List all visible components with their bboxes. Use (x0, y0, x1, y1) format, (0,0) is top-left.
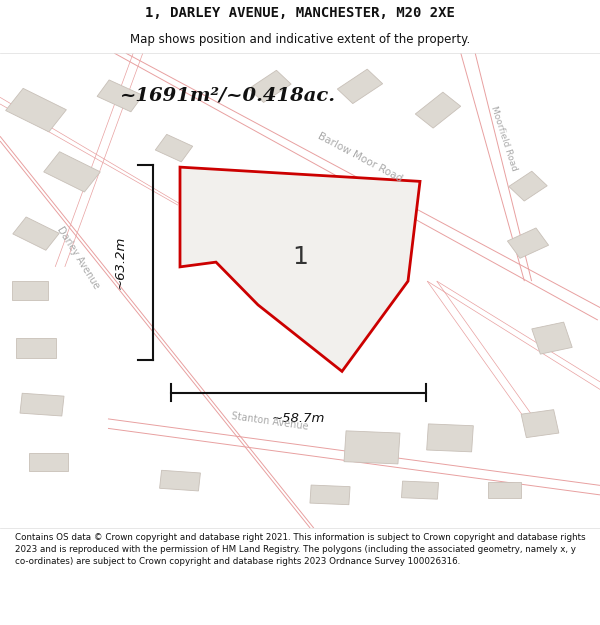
Text: Contains OS data © Crown copyright and database right 2021. This information is : Contains OS data © Crown copyright and d… (15, 533, 586, 566)
Text: ~63.2m: ~63.2m (113, 236, 127, 289)
Text: 1: 1 (292, 246, 308, 269)
FancyBboxPatch shape (29, 452, 67, 471)
FancyBboxPatch shape (16, 338, 56, 357)
FancyBboxPatch shape (97, 80, 143, 112)
FancyBboxPatch shape (160, 470, 200, 491)
FancyBboxPatch shape (521, 409, 559, 437)
FancyBboxPatch shape (20, 393, 64, 416)
FancyBboxPatch shape (508, 228, 548, 258)
FancyBboxPatch shape (310, 485, 350, 505)
Text: Stanton Avenue: Stanton Avenue (231, 411, 309, 432)
FancyBboxPatch shape (155, 134, 193, 162)
FancyBboxPatch shape (12, 281, 48, 300)
FancyBboxPatch shape (415, 92, 461, 128)
Polygon shape (180, 167, 420, 371)
FancyBboxPatch shape (249, 70, 291, 102)
Text: Moorfield Road: Moorfield Road (489, 105, 519, 172)
FancyBboxPatch shape (487, 482, 521, 499)
FancyBboxPatch shape (44, 152, 100, 192)
Text: Map shows position and indicative extent of the property.: Map shows position and indicative extent… (130, 33, 470, 46)
FancyBboxPatch shape (401, 481, 439, 499)
FancyBboxPatch shape (5, 88, 67, 132)
Text: ~58.7m: ~58.7m (272, 412, 325, 426)
FancyBboxPatch shape (509, 171, 547, 201)
FancyBboxPatch shape (337, 69, 383, 104)
FancyBboxPatch shape (257, 249, 295, 275)
Text: ~1691m²/~0.418ac.: ~1691m²/~0.418ac. (120, 87, 336, 105)
FancyBboxPatch shape (532, 322, 572, 354)
FancyBboxPatch shape (13, 217, 59, 250)
FancyBboxPatch shape (344, 431, 400, 464)
FancyBboxPatch shape (427, 424, 473, 452)
Text: Barlow Moor Road: Barlow Moor Road (316, 131, 404, 184)
Text: Darley Avenue: Darley Avenue (55, 224, 101, 291)
Text: 1, DARLEY AVENUE, MANCHESTER, M20 2XE: 1, DARLEY AVENUE, MANCHESTER, M20 2XE (145, 6, 455, 20)
